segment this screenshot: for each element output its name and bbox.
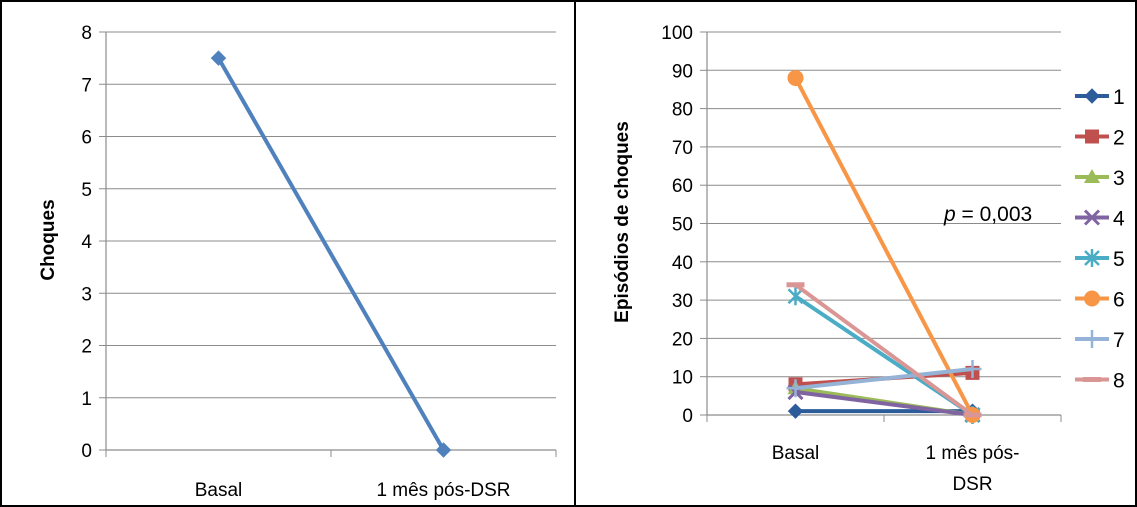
legend-label: 4 <box>1113 208 1125 231</box>
y-tick-label: 80 <box>672 100 693 121</box>
y-tick-label: 4 <box>81 232 92 253</box>
y-tick-label: 90 <box>672 61 693 82</box>
legend-label: 8 <box>1113 370 1125 393</box>
c1-y-axis-label: Choques <box>38 199 59 280</box>
y-tick-label: 8 <box>81 23 92 44</box>
legend-marker <box>1084 290 1100 307</box>
y-tick-label: 50 <box>672 215 693 236</box>
legend-marker <box>1083 330 1101 348</box>
c1-axes <box>99 31 557 457</box>
y-tick-label: 5 <box>81 180 92 201</box>
legend-label: 1 <box>1113 86 1125 109</box>
data-point <box>786 379 805 398</box>
c1-series <box>210 50 452 458</box>
x-tick-label-line: 1 mês pós-DSR <box>376 480 510 501</box>
data-point <box>210 50 227 66</box>
data-point <box>435 442 452 458</box>
series-line <box>795 367 973 391</box>
series-1 <box>210 50 452 458</box>
series-line <box>794 283 974 417</box>
p-value-italic: p <box>943 203 956 226</box>
c2-y-axis-label: Episódios de choques <box>612 121 633 323</box>
legend-marker <box>1083 209 1101 226</box>
y-tick-label: 6 <box>81 128 92 149</box>
y-tick-label: 70 <box>672 138 693 159</box>
c2-axes <box>700 31 1062 422</box>
x-tick-label-line: Basal <box>772 443 820 464</box>
y-tick-label: 7 <box>81 75 92 96</box>
data-point <box>786 282 805 288</box>
x-tick-label-line: Basal <box>195 480 243 501</box>
legend-item-4: 4 <box>1075 208 1125 231</box>
c2-y-tick-labels: 0 10 20 30 40 50 60 70 80 90 100 <box>661 23 693 427</box>
y-tick-label: 30 <box>672 291 693 312</box>
series-8 <box>786 282 982 418</box>
legend-item-3: 3 <box>1075 167 1125 190</box>
x-tick-label: Basal <box>772 443 820 464</box>
legend-item-8: 8 <box>1075 370 1125 393</box>
y-tick-label: 2 <box>81 337 92 358</box>
chart-episodios: 0 10 20 30 40 50 60 70 80 90 100 Basal 1 mês pós- DS… <box>612 23 1125 495</box>
data-point <box>963 412 982 418</box>
y-tick-label: 100 <box>661 23 693 44</box>
c2-series <box>786 69 982 424</box>
y-tick-label: 40 <box>672 253 693 274</box>
c1-gridlines <box>106 31 556 399</box>
chart-choques: 0 1 2 3 4 5 6 7 8 Basal 1 mês pós-DSR Choques <box>38 23 557 501</box>
legend-label: 6 <box>1113 289 1125 312</box>
x-tick-label: Basal <box>195 480 243 501</box>
series-line <box>795 390 973 417</box>
p-value-annotation: p = 0,003 <box>943 203 1032 226</box>
x-tick-label: 1 mês pós- DSR <box>926 443 1020 495</box>
data-point <box>787 403 804 419</box>
legend-item-7: 7 <box>1075 329 1125 352</box>
c2-legend: 1 2 3 4 5 6 7 8 <box>1075 86 1125 393</box>
series-line <box>216 57 446 451</box>
y-tick-label: 0 <box>81 441 92 462</box>
legend-item-5: 5 <box>1075 248 1125 271</box>
x-tick-label-line: 1 mês pós- <box>926 443 1020 464</box>
legend-item-1: 1 <box>1075 86 1125 109</box>
series-line <box>793 77 975 416</box>
y-tick-label: 1 <box>81 389 92 410</box>
data-point <box>787 69 804 86</box>
legend-label: 5 <box>1113 248 1125 271</box>
y-tick-label: 0 <box>682 406 693 427</box>
c2-x-tick-labels: Basal 1 mês pós- DSR <box>772 443 1020 495</box>
legend-marker <box>1084 88 1100 104</box>
legend-label: 3 <box>1113 167 1125 190</box>
x-tick-label: 1 mês pós-DSR <box>376 480 510 501</box>
legend-marker <box>1084 169 1100 183</box>
c1-y-tick-labels: 0 1 2 3 4 5 6 7 8 <box>81 23 92 462</box>
legend-label: 7 <box>1113 329 1125 352</box>
legend-marker <box>1083 377 1101 382</box>
p-value-text: = 0,003 <box>956 203 1032 226</box>
y-tick-label: 3 <box>81 284 92 305</box>
y-tick-label: 10 <box>672 368 693 389</box>
c1-x-tick-labels: Basal 1 mês pós-DSR <box>195 480 511 501</box>
legend-label: 2 <box>1113 127 1125 150</box>
legend-item-2: 2 <box>1075 127 1125 150</box>
y-tick-label: 20 <box>672 329 693 350</box>
legend-item-6: 6 <box>1075 289 1125 312</box>
data-point <box>963 360 982 379</box>
series-7 <box>786 360 982 398</box>
x-tick-label-line: DSR <box>952 474 992 495</box>
legend-marker <box>1085 129 1099 144</box>
legend-marker <box>1084 249 1100 267</box>
y-tick-label: 60 <box>672 176 693 197</box>
data-point <box>787 287 804 306</box>
